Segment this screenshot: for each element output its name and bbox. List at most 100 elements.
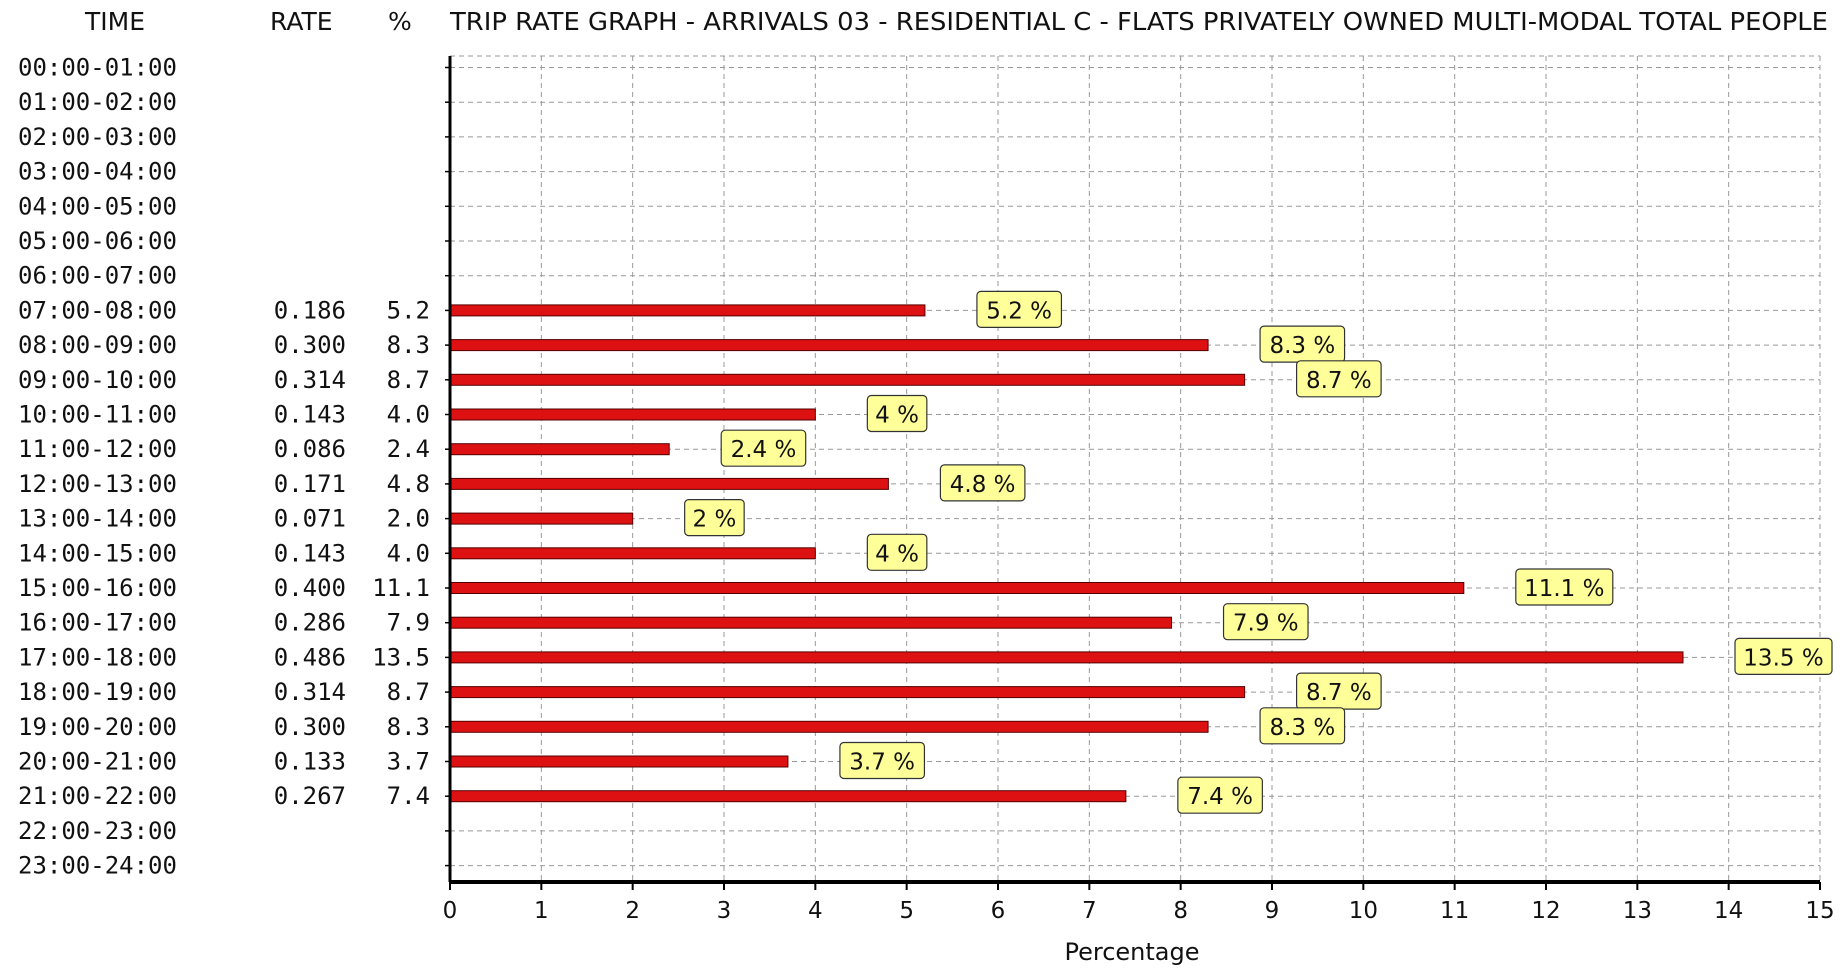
- bar: [449, 512, 634, 525]
- time-label: 22:00-23:00: [18, 817, 177, 845]
- rate-value: 0.300: [274, 713, 346, 741]
- time-label: 17:00-18:00: [18, 643, 177, 671]
- time-label: 07:00-08:00: [18, 296, 177, 324]
- rate-value: 0.133: [274, 748, 346, 776]
- value-label-box: [939, 464, 1026, 502]
- percent-value: 11.1: [372, 574, 430, 602]
- value-label: 4 %: [866, 533, 928, 571]
- time-label: 23:00-24:00: [18, 852, 177, 880]
- time-label: 05:00-06:00: [18, 227, 177, 255]
- x-tick-label: 3: [717, 898, 732, 924]
- x-tick-label: 2: [625, 898, 640, 924]
- value-label: 8.3 %: [1259, 325, 1346, 363]
- bar: [449, 408, 816, 421]
- value-labels: 5.2 % 8.3 % 8.7 % 4 % 2.4 % 4.8 % 2 % 4 % 11.1 %…: [684, 290, 1833, 814]
- rate-value: 0.286: [274, 609, 346, 637]
- chart-title: TRIP RATE GRAPH - ARRIVALS 03 - RESIDENT…: [449, 7, 1828, 36]
- time-column-header: TIME: [84, 7, 145, 36]
- time-label: 01:00-02:00: [18, 88, 177, 116]
- value-label-box: [976, 290, 1063, 328]
- time-label: 06:00-07:00: [18, 262, 177, 290]
- x-tick-label: 10: [1349, 898, 1378, 924]
- percent-value: 7.4: [387, 782, 430, 810]
- bar: [449, 582, 1465, 594]
- value-label-box: [1734, 637, 1833, 676]
- rate-value: 0.071: [274, 505, 346, 533]
- value-label-text: 2.4 %: [731, 437, 797, 463]
- value-label-text: 8.7 %: [1306, 680, 1372, 706]
- percent-value: 2.4: [387, 435, 430, 463]
- value-label-text: 7.4 %: [1187, 784, 1253, 810]
- rate-value: 0.486: [274, 643, 346, 671]
- time-label: 08:00-09:00: [18, 331, 177, 359]
- value-label-text: 7.9 %: [1233, 611, 1299, 637]
- time-label: 19:00-20:00: [18, 713, 177, 741]
- rate-value: 0.143: [274, 401, 346, 429]
- value-label-text: 5.2 %: [986, 298, 1052, 324]
- time-label: 02:00-03:00: [18, 123, 177, 151]
- time-label: 21:00-22:00: [18, 782, 177, 810]
- percent-value: 4.8: [387, 470, 430, 498]
- time-label: 04:00-05:00: [18, 192, 177, 220]
- value-label: 8.7 %: [1295, 672, 1382, 710]
- x-tick-label: 8: [1173, 898, 1188, 924]
- x-tick-label: 11: [1440, 898, 1469, 924]
- value-label: 7.4 %: [1177, 776, 1263, 814]
- time-label: 18:00-19:00: [18, 678, 177, 706]
- value-label-box: [866, 533, 928, 571]
- bar: [449, 651, 1684, 664]
- x-tick-label: 13: [1623, 898, 1652, 924]
- bar: [449, 686, 1246, 699]
- time-label: 15:00-16:00: [18, 574, 177, 602]
- bar: [449, 373, 1246, 386]
- rate-column-header: RATE: [270, 7, 333, 36]
- x-tick-label: 0: [443, 898, 458, 924]
- value-label-text: 4 %: [875, 403, 919, 429]
- percent-value: 7.9: [387, 609, 430, 637]
- time-label: 00:00-01:00: [18, 54, 177, 82]
- value-label-box: [720, 429, 807, 467]
- value-label-text: 2 %: [693, 507, 737, 533]
- bar: [449, 547, 816, 560]
- value-label-text: 8.7 %: [1306, 368, 1372, 394]
- value-label-box: [866, 394, 928, 433]
- value-label: 13.5 %: [1734, 637, 1833, 676]
- x-tick-label: 9: [1265, 898, 1280, 924]
- value-label: 5.2 %: [976, 290, 1063, 328]
- bar: [449, 720, 1209, 733]
- time-label: 10:00-11:00: [18, 401, 177, 429]
- percent-value: 3.7: [387, 748, 430, 776]
- x-tick-label: 1: [534, 898, 549, 924]
- value-label-box: [1222, 603, 1309, 641]
- bar: [449, 304, 926, 317]
- percent-value: 8.3: [387, 713, 430, 741]
- percent-value: 8.7: [387, 678, 430, 706]
- rate-value: 0.143: [274, 539, 346, 567]
- value-label-text: 8.3 %: [1269, 333, 1335, 359]
- value-label-text: 8.3 %: [1269, 715, 1335, 741]
- value-label: 4.8 %: [939, 464, 1026, 502]
- rate-value: 0.300: [274, 331, 346, 359]
- rate-value: 0.086: [274, 435, 346, 463]
- rate-value: 0.171: [274, 470, 346, 498]
- value-label-box: [1295, 360, 1382, 398]
- rate-value: 0.267: [274, 782, 346, 810]
- value-label: 8.7 %: [1295, 360, 1382, 398]
- percent-column-header: %: [388, 7, 412, 36]
- percent-value: 4.0: [387, 539, 430, 567]
- rate-value: 0.186: [274, 296, 346, 324]
- x-tick-label: 7: [1082, 898, 1097, 924]
- time-label: 13:00-14:00: [18, 505, 177, 533]
- value-label: 11.1 %: [1515, 568, 1614, 606]
- value-label: 3.7 %: [839, 741, 926, 780]
- percent-value: 5.2: [387, 296, 430, 324]
- bar: [449, 339, 1209, 352]
- time-label: 03:00-04:00: [18, 158, 177, 186]
- value-label: 4 %: [866, 394, 928, 433]
- value-label: 2.4 %: [720, 429, 807, 467]
- value-label-text: 4 %: [875, 541, 919, 567]
- bar: [449, 616, 1173, 629]
- data-rows: 00:00-01:00 01:00-02:00 02:00-03:00 03:00-0…: [18, 54, 430, 880]
- value-label: 7.9 %: [1222, 603, 1309, 641]
